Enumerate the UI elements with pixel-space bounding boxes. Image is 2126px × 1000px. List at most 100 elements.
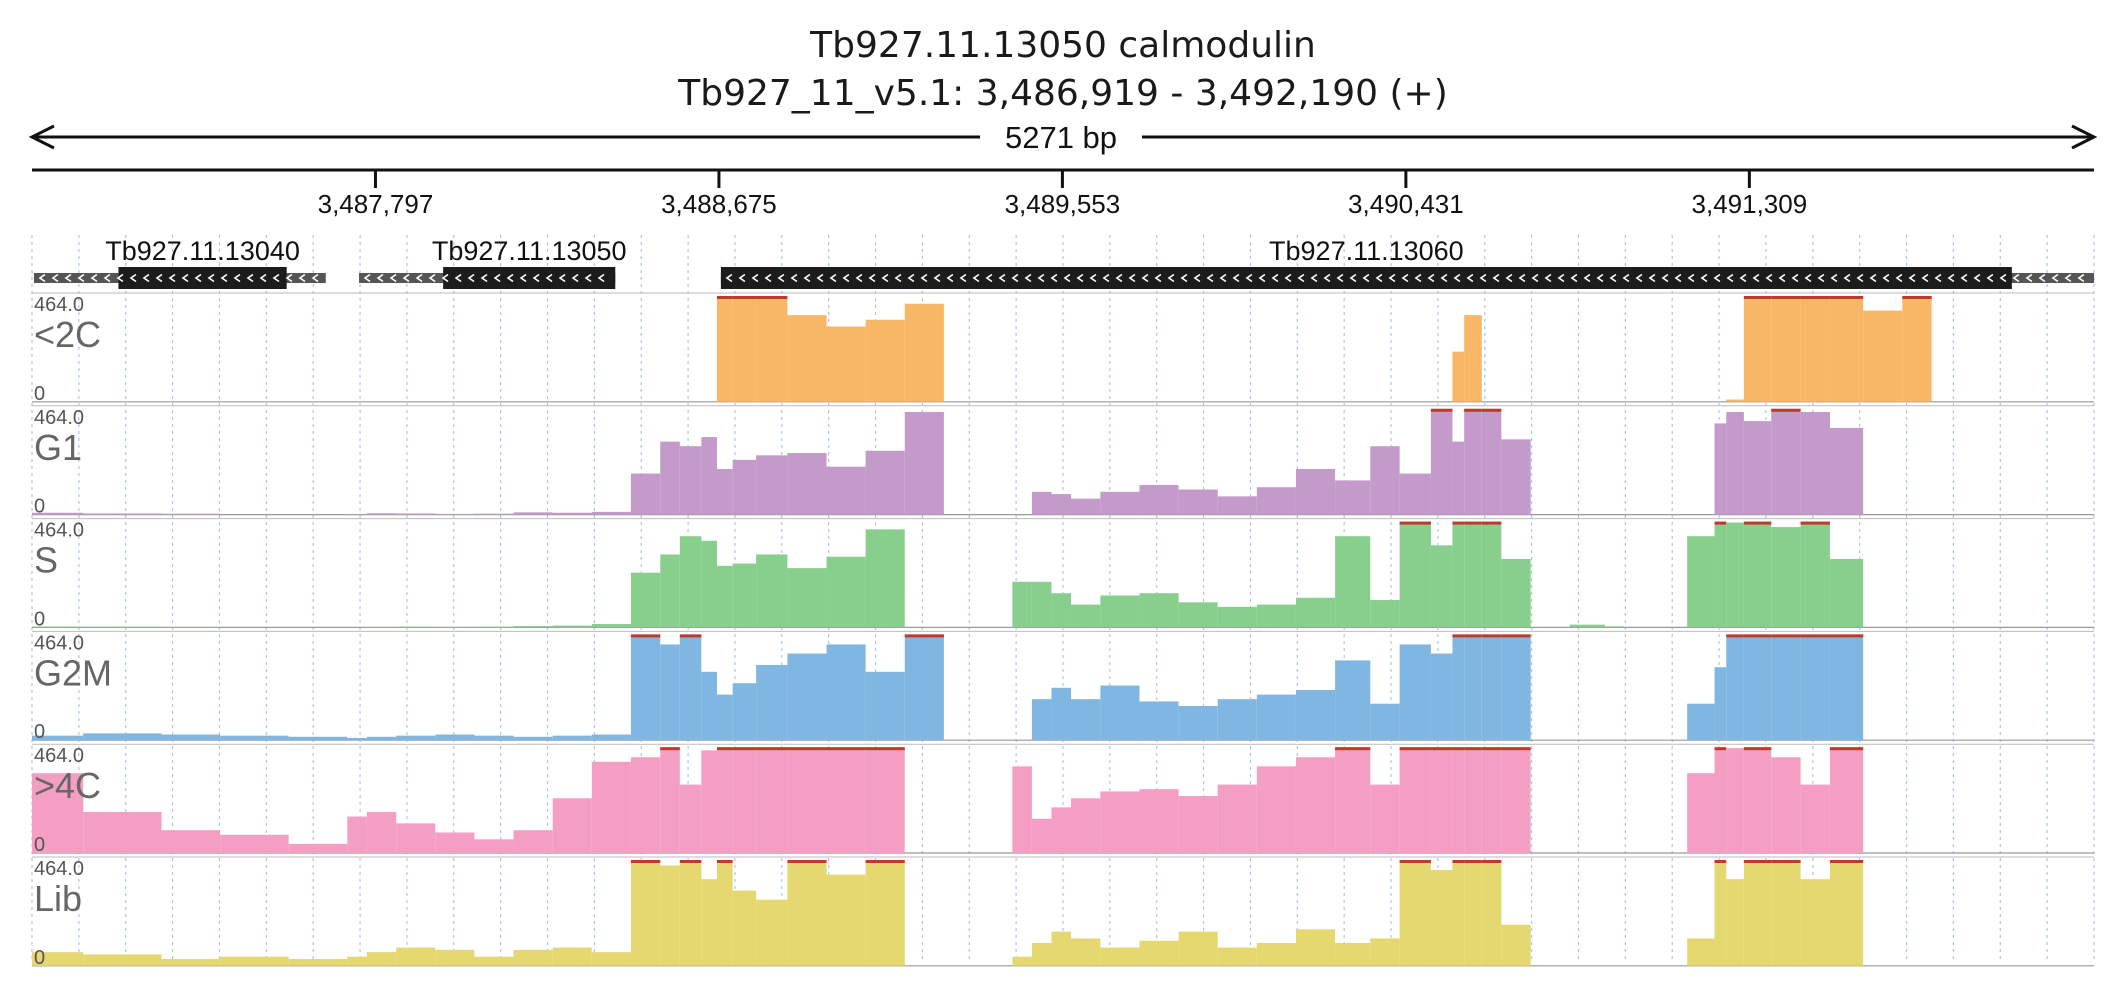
track-ymax-label: 464.0 (34, 632, 84, 654)
clipped-marker (1399, 860, 1431, 863)
span-indicator: 5271 bp (28, 120, 2098, 155)
coverage-bar (1217, 947, 1257, 966)
strand-chevron (1648, 273, 1656, 283)
track-name-label: S (34, 540, 58, 581)
strand-chevron (1089, 273, 1097, 283)
strand-chevron (972, 273, 980, 283)
coverage-bar (1139, 484, 1179, 515)
clipped-marker (756, 296, 788, 299)
strand-chevron (1544, 273, 1552, 283)
coverage-bar (591, 511, 631, 515)
strand-chevron (1258, 273, 1266, 283)
coverage-bar (1714, 667, 1727, 741)
coverage-bar (787, 315, 827, 402)
coverage-bar (787, 453, 827, 515)
gene-cds-bar (443, 267, 616, 289)
coverage-bar (716, 694, 733, 741)
coverage-bar (1051, 931, 1072, 966)
clipped-marker (1743, 860, 1772, 863)
strand-chevron (1583, 273, 1591, 283)
coverage-bar (630, 634, 661, 741)
strand-chevron (168, 273, 176, 283)
coverage-bar (1370, 784, 1400, 853)
track-name-label: >4C (34, 765, 101, 806)
coverage-bar (1217, 496, 1257, 515)
coverage-bar (1217, 699, 1257, 741)
coverage-bar (630, 473, 661, 515)
strand-chevron (1336, 273, 1344, 283)
track-ymax-label: 464.0 (34, 294, 84, 316)
span-arrowhead-left (28, 124, 55, 150)
coverage-bar (396, 823, 436, 853)
strand-chevron (194, 273, 202, 283)
ruler-tick-label: 3,490,431 (1348, 189, 1464, 219)
strand-chevron (764, 273, 772, 283)
strand-chevron (519, 273, 527, 283)
strand-chevron (298, 273, 306, 283)
coverage-bar (32, 512, 84, 515)
strand-chevron (1947, 273, 1955, 283)
coverage-bar (1687, 703, 1715, 741)
coverage-bar (1399, 473, 1431, 515)
coverage-bar (1370, 600, 1400, 628)
strand-chevron (1713, 273, 1721, 283)
coverage-bar (630, 757, 661, 853)
strand-chevron (103, 273, 111, 283)
strand-chevron (1193, 273, 1201, 283)
strand-chevron (1414, 273, 1422, 283)
coverage-bar (288, 843, 348, 853)
strand-chevron (829, 273, 837, 283)
coverage-bar (787, 653, 827, 741)
coverage-track-2c: 464.0 0 <2C (32, 292, 2094, 405)
clipped-marker (1399, 747, 1431, 751)
coverage-bar (474, 956, 514, 966)
strand-chevron (1011, 273, 1019, 283)
strand-chevron (1310, 273, 1318, 283)
coverage-bar (1452, 441, 1465, 515)
coverage-bar (1051, 593, 1072, 628)
strand-chevron (90, 273, 98, 283)
gene-cds-bar (118, 267, 287, 289)
clipped-marker (1743, 634, 1772, 638)
coverage-bar (1726, 634, 1744, 741)
coverage-bar (1743, 296, 1772, 402)
clipped-marker (1481, 634, 1502, 638)
strand-chevron (1141, 273, 1149, 283)
coverage-bar (366, 736, 397, 741)
coverage-bar (865, 450, 905, 515)
coverage-bar (1464, 408, 1482, 515)
track-name-label: <2C (34, 314, 101, 355)
coverage-bar (1031, 491, 1052, 515)
span-arrowhead-right (2071, 124, 2098, 150)
strand-chevron (1908, 273, 1916, 283)
strand-chevron (2077, 273, 2085, 283)
track-name-label: G2M (34, 652, 112, 693)
clipped-marker (1481, 408, 1502, 412)
locus-subtitle: Tb927_11_v5.1: 3,486,919 - 3,492,190 (+) (678, 73, 1448, 114)
coverage-bar (1743, 421, 1772, 515)
strand-chevron (1830, 273, 1838, 283)
coverage-bar (1726, 522, 1744, 628)
coverage-bar (1743, 634, 1772, 741)
clipped-marker (679, 860, 702, 863)
coverage-bar (1256, 694, 1296, 741)
coverage-bar (1430, 870, 1453, 966)
coverage-track-g1: 464.0 0 G1 (32, 405, 2094, 518)
strand-chevron (1622, 273, 1630, 283)
coverage-bar (1481, 408, 1502, 515)
coverage-bar (1464, 634, 1482, 741)
coverage-bar (1399, 860, 1431, 966)
coverage-bar (1012, 766, 1032, 853)
coverage-bar (756, 664, 788, 741)
coverage-bar (1335, 942, 1371, 966)
strand-chevron (597, 273, 605, 283)
coverage-bar (347, 956, 367, 966)
strand-chevron (480, 273, 488, 283)
coverage-bar (660, 554, 680, 628)
coverage-bar (1139, 789, 1179, 853)
strand-chevron (920, 273, 928, 283)
clipped-marker (1771, 408, 1801, 412)
strand-chevron (1752, 273, 1760, 283)
strand-chevron (1921, 273, 1929, 283)
clipped-marker (1829, 747, 1864, 751)
